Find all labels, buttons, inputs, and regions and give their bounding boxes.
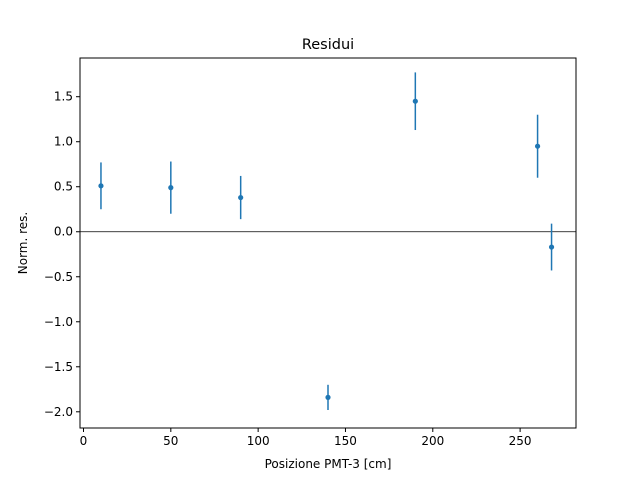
y-tick-label: 0.0 (54, 225, 73, 239)
y-axis-label: Norm. res. (16, 212, 30, 274)
data-point (168, 185, 174, 191)
y-tick-label: 1.0 (54, 135, 73, 149)
chart-title: Residui (302, 37, 354, 53)
x-tick-label: 150 (334, 434, 357, 448)
y-tick-label: −1.0 (44, 315, 73, 329)
y-tick-label: −1.5 (44, 360, 73, 374)
data-point (534, 143, 541, 149)
x-axis-label: Posizione PMT-3 [cm] (265, 457, 392, 471)
x-tick-label: 200 (421, 434, 444, 448)
y-tick-label: −0.5 (44, 270, 73, 284)
x-tick-label: 100 (247, 434, 270, 448)
data-point (412, 98, 418, 104)
plot-frame (79, 57, 577, 429)
x-tick-label: 0 (80, 434, 88, 448)
y-tick-label: 1.5 (54, 90, 73, 104)
x-tick-label: 250 (509, 434, 532, 448)
x-tick-label: 50 (163, 434, 178, 448)
data-point (238, 194, 244, 201)
data-point (548, 244, 555, 250)
data-point (98, 183, 104, 189)
data-point (325, 394, 331, 400)
y-tick-label: 0.5 (54, 180, 73, 194)
y-tick-label: −2.0 (44, 405, 73, 419)
